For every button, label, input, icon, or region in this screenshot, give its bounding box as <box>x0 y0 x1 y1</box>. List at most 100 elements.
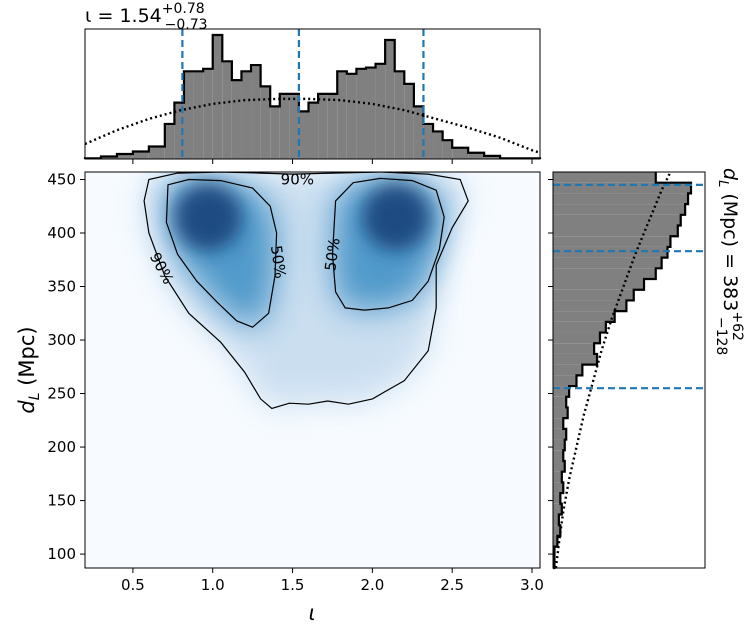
top-annotation: ι = 1.54+0.78 −0.73 <box>85 1 208 33</box>
contour-90-line <box>143 172 469 410</box>
right-histogram-outline <box>553 172 693 570</box>
y-tick-label: 300 <box>47 331 76 349</box>
contour-label-90-top: 90% <box>281 170 314 188</box>
right-histogram-bar <box>553 375 577 387</box>
top-histogram-bar <box>356 68 366 159</box>
top-histogram-bar <box>318 93 328 159</box>
right-histogram <box>553 171 705 570</box>
right-panel-frame <box>552 171 706 569</box>
right-histogram-bar <box>553 428 567 440</box>
top-histogram-bar <box>222 61 232 159</box>
y-tick-label: 250 <box>47 385 76 403</box>
y-tick-label: 450 <box>47 170 76 188</box>
top-panel-frame <box>84 28 541 160</box>
right-histogram-bar <box>553 236 671 247</box>
y-tick-label: 200 <box>47 438 76 456</box>
top-histogram-bar <box>413 106 424 159</box>
top-histogram-bar <box>423 123 434 159</box>
right-histogram-bar <box>553 225 678 237</box>
x-tick-label: 3.0 <box>520 576 544 594</box>
right-histogram-bar <box>553 204 686 215</box>
right-histogram-bar <box>553 343 595 354</box>
right-histogram-bar <box>553 182 691 194</box>
top-histogram-bar <box>385 40 395 159</box>
right-histogram-bar <box>553 364 583 376</box>
top-histogram-bar <box>164 123 175 159</box>
right-histogram-bar <box>553 525 561 536</box>
right-histogram-bar <box>553 471 562 483</box>
main-panel-frame <box>84 171 541 569</box>
top-histogram-bar <box>394 71 405 159</box>
right-histogram-bar <box>553 450 564 461</box>
right-histogram-bar <box>553 396 567 408</box>
y-tick-label: 150 <box>47 492 76 510</box>
top-histogram-bar <box>375 63 386 159</box>
right-histogram-bar <box>553 332 600 344</box>
right-histogram-bar <box>553 279 645 290</box>
top-histogram-bar <box>100 156 117 159</box>
y-axis-label: dL (Mpc) <box>15 326 43 413</box>
x-tick-label: 1.0 <box>201 576 225 594</box>
top-histogram-bar <box>442 140 453 159</box>
right-histogram-bar <box>553 268 656 280</box>
right-histogram-bar <box>553 460 565 472</box>
top-histogram-bar <box>484 155 501 159</box>
right-histogram-bar <box>553 353 598 365</box>
right-histogram-bar <box>553 300 627 312</box>
right-histogram-bar <box>553 172 656 183</box>
top-histogram-bar <box>193 71 204 159</box>
right-histogram-bar <box>553 418 564 429</box>
top-histogram-bar <box>337 71 347 159</box>
right-histogram-panel: dL (Mpc) = 383+62−128 <box>552 168 745 570</box>
right-histogram-bar <box>553 514 559 526</box>
right-histogram-bar <box>553 482 564 494</box>
right-histogram-bar <box>553 386 570 397</box>
right-histogram-bar <box>553 493 561 504</box>
top-histogram-bar <box>279 93 290 159</box>
top-histogram-bar <box>203 68 213 159</box>
top-histogram-outline <box>83 33 542 160</box>
density-heatmap <box>144 172 469 409</box>
contour-50-line <box>331 177 445 311</box>
top-histogram-bar <box>327 93 338 159</box>
top-histogram <box>83 29 542 160</box>
top-histogram-bar <box>241 71 252 159</box>
top-histogram-bar <box>212 35 223 159</box>
right-histogram-bar <box>553 503 562 515</box>
y-tick-label: 100 <box>47 545 76 563</box>
right-histogram-bar <box>553 311 615 322</box>
right-prior-curve <box>554 171 672 569</box>
contour-50-line <box>165 178 278 328</box>
contour-label-50-right: 50% <box>321 237 343 273</box>
top-histogram-bar <box>231 80 242 159</box>
density-peak <box>173 182 242 251</box>
right-histogram-bar <box>553 321 606 333</box>
x-axis-label: ι <box>308 601 315 625</box>
right-histogram-bar <box>553 535 558 547</box>
top-histogram-bar <box>365 67 376 159</box>
top-histogram-bar <box>183 71 194 159</box>
top-histogram-bar <box>433 131 443 159</box>
top-histogram-bar <box>289 93 299 159</box>
top-histogram-bar <box>308 102 319 159</box>
right-histogram-bar <box>553 193 689 205</box>
right-histogram-bar <box>553 289 634 301</box>
top-histogram-bar <box>404 83 414 159</box>
y-tick-label: 400 <box>47 224 76 242</box>
x-tick-label: 2.5 <box>440 576 464 594</box>
top-histogram-bar <box>132 151 149 159</box>
right-histogram-bar <box>553 407 568 419</box>
x-tick-label: 0.5 <box>121 576 145 594</box>
y-axis: 100 150 200 250 300 350 400 450 <box>47 170 553 563</box>
top-histogram-bar <box>116 153 133 159</box>
top-prior-curve <box>84 97 541 154</box>
contour-label-50-left: 50% <box>267 244 289 280</box>
credible-contours <box>143 172 469 410</box>
top-histogram-bar <box>270 106 280 159</box>
top-histogram-bar <box>260 86 271 159</box>
top-histogram-bar <box>468 152 485 159</box>
x-axis: 0.5 1.0 1.5 2.0 2.5 3.0 <box>121 159 544 594</box>
right-histogram-bar <box>553 214 681 226</box>
joint-posterior-panel: 90%90% 50% 50% 0.5 1.0 1.5 2.0 2.5 3.0 10015020… <box>15 159 553 625</box>
right-annotation: dL (Mpc) = 383+62−128 <box>713 168 745 355</box>
